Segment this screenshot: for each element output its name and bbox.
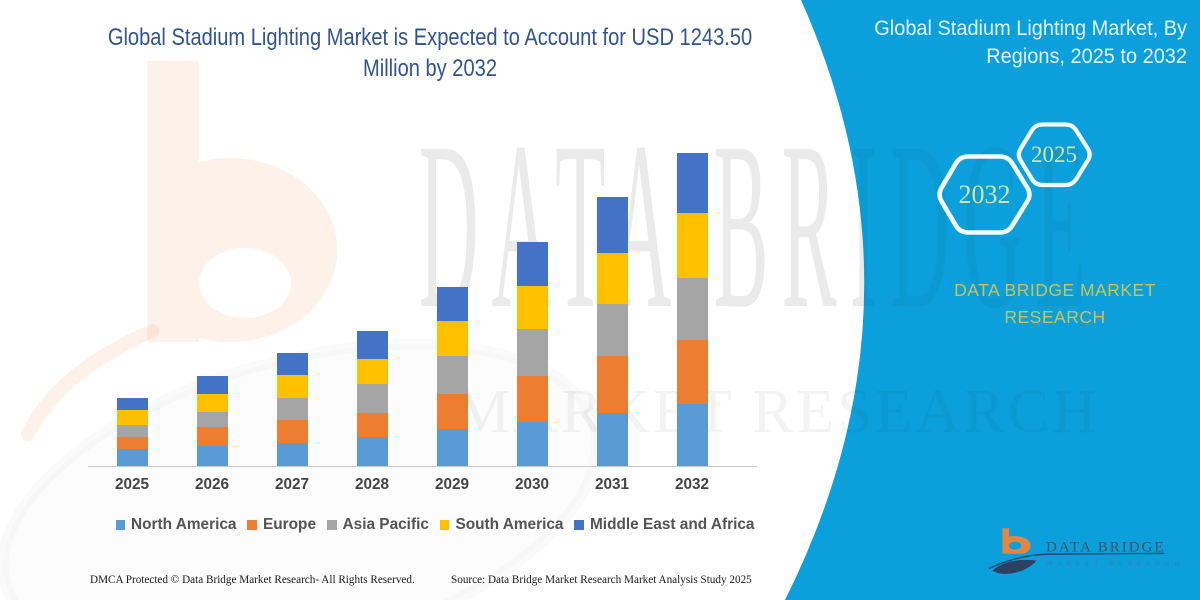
svg-text:2032: 2032 xyxy=(959,180,1011,209)
svg-text:DATA BRIDGE: DATA BRIDGE xyxy=(419,92,1099,358)
svg-text:DATA BRIDGE: DATA BRIDGE xyxy=(1046,540,1166,556)
svg-text:MARKET RESEARCH: MARKET RESEARCH xyxy=(1047,560,1184,567)
svg-text:2025: 2025 xyxy=(1031,142,1077,167)
